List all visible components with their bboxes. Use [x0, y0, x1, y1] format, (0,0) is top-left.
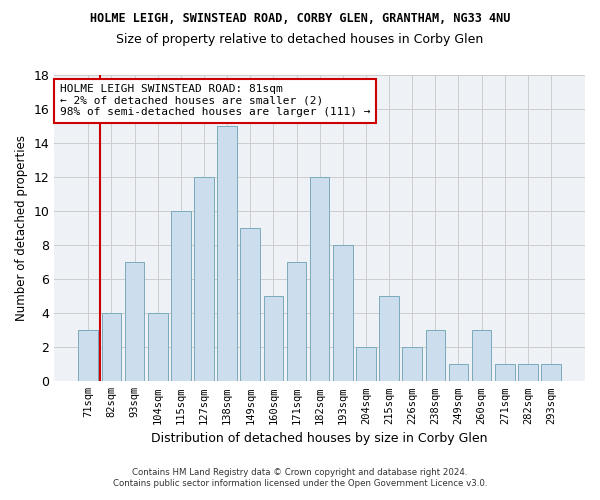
Bar: [333, 245, 353, 382]
Bar: [356, 348, 376, 382]
Bar: [287, 262, 307, 382]
Bar: [125, 262, 145, 382]
Bar: [263, 296, 283, 382]
Bar: [449, 364, 469, 382]
Bar: [148, 313, 167, 382]
Bar: [403, 348, 422, 382]
Bar: [79, 330, 98, 382]
Bar: [194, 177, 214, 382]
Bar: [241, 228, 260, 382]
Bar: [518, 364, 538, 382]
Text: Size of property relative to detached houses in Corby Glen: Size of property relative to detached ho…: [116, 32, 484, 46]
X-axis label: Distribution of detached houses by size in Corby Glen: Distribution of detached houses by size …: [151, 432, 488, 445]
Bar: [472, 330, 491, 382]
Text: HOLME LEIGH SWINSTEAD ROAD: 81sqm
← 2% of detached houses are smaller (2)
98% of: HOLME LEIGH SWINSTEAD ROAD: 81sqm ← 2% o…: [59, 84, 370, 117]
Text: Contains HM Land Registry data © Crown copyright and database right 2024.
Contai: Contains HM Land Registry data © Crown c…: [113, 468, 487, 487]
Bar: [495, 364, 515, 382]
Y-axis label: Number of detached properties: Number of detached properties: [15, 135, 28, 321]
Bar: [217, 126, 237, 382]
Bar: [171, 211, 191, 382]
Bar: [101, 313, 121, 382]
Text: HOLME LEIGH, SWINSTEAD ROAD, CORBY GLEN, GRANTHAM, NG33 4NU: HOLME LEIGH, SWINSTEAD ROAD, CORBY GLEN,…: [90, 12, 510, 26]
Bar: [310, 177, 329, 382]
Bar: [379, 296, 399, 382]
Bar: [541, 364, 561, 382]
Bar: [425, 330, 445, 382]
